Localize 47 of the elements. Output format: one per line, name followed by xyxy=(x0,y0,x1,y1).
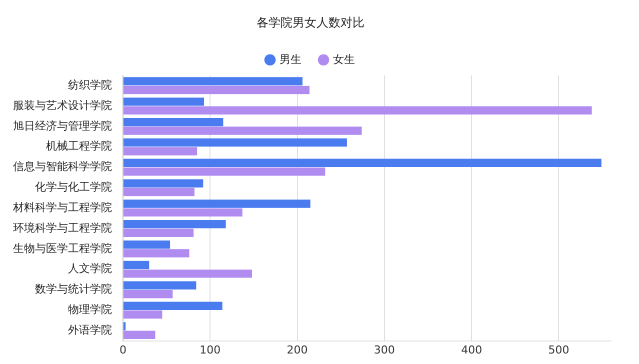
y-tick-label: 数学与统计学院 xyxy=(35,282,112,296)
bar xyxy=(124,188,194,196)
y-tick-label: 纺织学院 xyxy=(68,78,112,92)
bar xyxy=(124,228,194,237)
y-tick-label: 环境科学与工程学院 xyxy=(13,221,112,234)
legend-label: 男生 xyxy=(280,52,302,66)
bar xyxy=(124,138,347,147)
y-tick-label: 人文学院 xyxy=(68,262,112,276)
y-tick-label: 生物与医学工程学院 xyxy=(13,242,112,255)
x-tick-label: 0 xyxy=(120,343,126,356)
y-tick-label: 信息与智能科学学院 xyxy=(13,160,112,174)
y-tick-label: 外语学院 xyxy=(68,323,112,336)
bar xyxy=(124,98,204,106)
bar xyxy=(124,220,226,228)
y-tick-label: 化学与化工学院 xyxy=(35,180,112,194)
bar xyxy=(124,260,150,270)
bar xyxy=(124,290,173,298)
y-tick-label: 物理学院 xyxy=(68,303,112,316)
chart-title: 各学院男女人数对比 xyxy=(256,15,364,30)
bar xyxy=(124,118,224,126)
bar xyxy=(124,281,196,290)
bar xyxy=(124,208,242,217)
y-tick-label: 旭日经济与管理学院 xyxy=(13,119,112,132)
y-tick-label: 材料科学与工程学院 xyxy=(12,200,112,214)
bar xyxy=(124,86,310,94)
bar xyxy=(124,240,170,249)
bar xyxy=(124,200,310,208)
x-tick-label: 100 xyxy=(200,343,221,356)
bar xyxy=(124,167,326,176)
x-tick-label: 500 xyxy=(548,343,570,356)
bar xyxy=(124,126,362,135)
x-tick-label: 300 xyxy=(374,343,395,356)
bar xyxy=(124,249,190,258)
bar xyxy=(124,302,222,310)
bar xyxy=(124,106,592,114)
x-tick-label: 200 xyxy=(286,343,308,356)
y-tick-label: 机械工程学院 xyxy=(46,140,112,153)
bar xyxy=(124,179,204,188)
bar xyxy=(124,147,198,156)
x-tick-label: 400 xyxy=(461,343,482,356)
bar xyxy=(124,270,252,278)
y-tick-label: 服装与艺术设计学院 xyxy=(13,98,112,112)
bar xyxy=(124,310,162,319)
legend-label: 女生 xyxy=(333,52,355,66)
bar xyxy=(124,77,303,86)
bar xyxy=(124,158,602,168)
bar xyxy=(124,330,156,340)
